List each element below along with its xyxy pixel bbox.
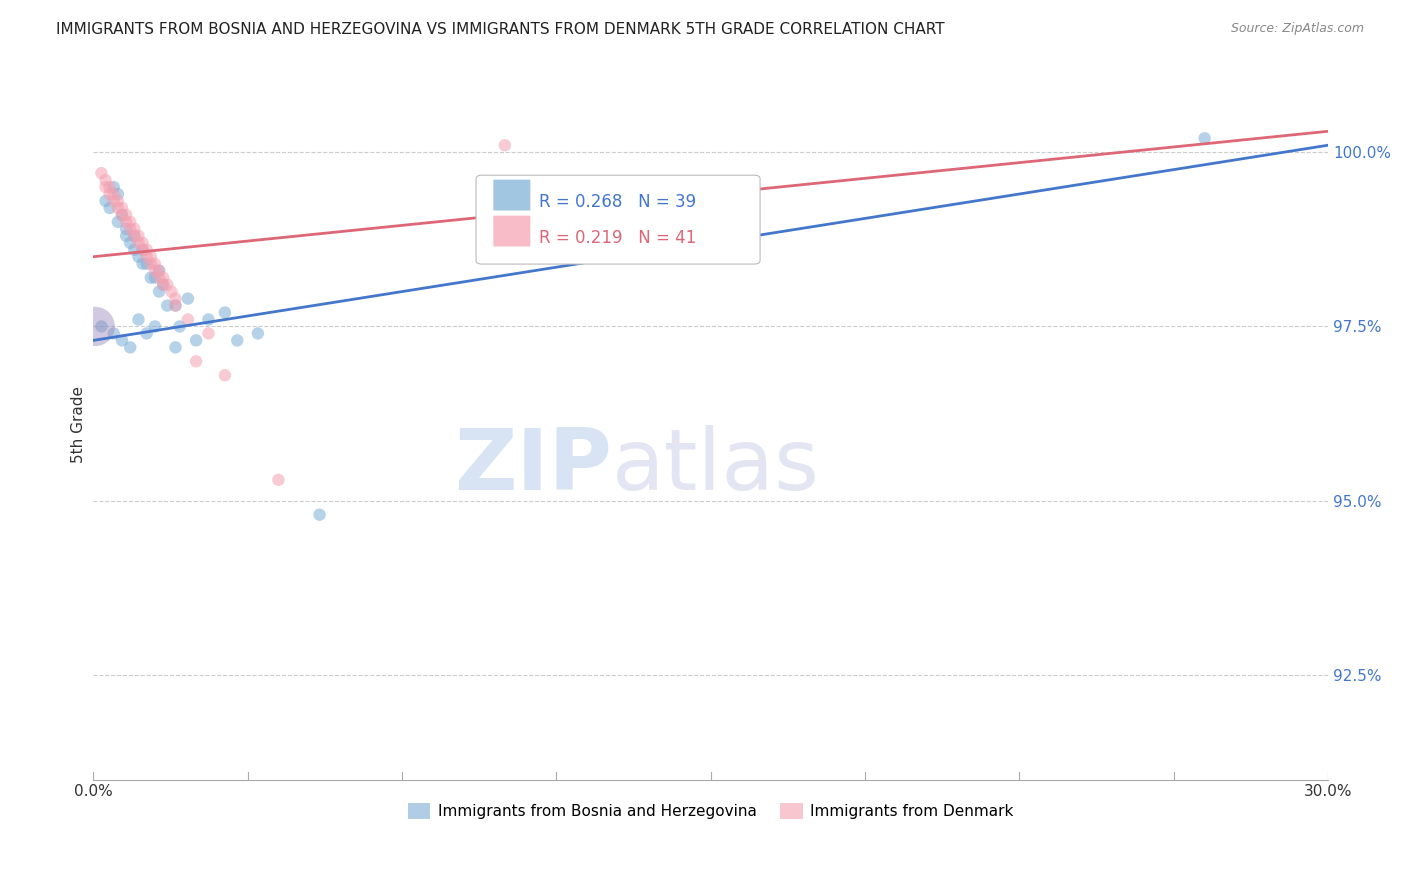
Point — [115, 228, 138, 243]
Point — [127, 312, 149, 326]
Point — [139, 250, 162, 264]
Point — [156, 299, 179, 313]
Point — [94, 173, 117, 187]
Point — [103, 326, 125, 341]
Point — [98, 180, 121, 194]
Point — [135, 250, 157, 264]
Text: Source: ZipAtlas.com: Source: ZipAtlas.com — [1230, 22, 1364, 36]
Point — [103, 180, 125, 194]
Point — [107, 186, 129, 201]
Point — [152, 270, 174, 285]
Point — [246, 326, 269, 341]
Point — [135, 257, 157, 271]
Point — [98, 186, 121, 201]
Point — [124, 222, 146, 236]
Point — [143, 263, 166, 277]
Point — [98, 201, 121, 215]
Point — [120, 235, 142, 250]
Point — [127, 250, 149, 264]
Point — [127, 235, 149, 250]
Point — [165, 340, 187, 354]
Point — [131, 243, 153, 257]
Point — [152, 277, 174, 292]
Point — [131, 257, 153, 271]
Point — [148, 270, 170, 285]
Point — [111, 334, 134, 348]
Point — [494, 138, 516, 153]
Point — [152, 277, 174, 292]
Point — [94, 194, 117, 208]
Point — [148, 285, 170, 299]
Point — [177, 292, 200, 306]
Point — [131, 235, 153, 250]
Point — [160, 285, 183, 299]
Point — [131, 243, 153, 257]
Point — [127, 228, 149, 243]
Point — [84, 319, 107, 334]
Point — [165, 299, 187, 313]
Point — [115, 222, 138, 236]
Point — [143, 319, 166, 334]
Point — [148, 263, 170, 277]
Point — [94, 180, 117, 194]
Point — [111, 208, 134, 222]
Point — [139, 270, 162, 285]
Text: ZIP: ZIP — [454, 425, 612, 508]
Point — [267, 473, 290, 487]
Text: IMMIGRANTS FROM BOSNIA AND HERZEGOVINA VS IMMIGRANTS FROM DENMARK 5TH GRADE CORR: IMMIGRANTS FROM BOSNIA AND HERZEGOVINA V… — [56, 22, 945, 37]
Point — [226, 334, 249, 348]
Point — [120, 215, 142, 229]
Legend: Immigrants from Bosnia and Herzegovina, Immigrants from Denmark: Immigrants from Bosnia and Herzegovina, … — [401, 797, 1019, 825]
Text: atlas: atlas — [612, 425, 820, 508]
Point — [103, 194, 125, 208]
Point — [308, 508, 330, 522]
Point — [214, 305, 236, 319]
Text: R = 0.219   N = 41: R = 0.219 N = 41 — [538, 228, 696, 246]
Point — [124, 228, 146, 243]
FancyBboxPatch shape — [494, 216, 530, 246]
Point — [124, 243, 146, 257]
Point — [90, 319, 112, 334]
Point — [143, 270, 166, 285]
Text: R = 0.268   N = 39: R = 0.268 N = 39 — [538, 193, 696, 211]
FancyBboxPatch shape — [477, 175, 761, 264]
Point — [135, 326, 157, 341]
Point — [115, 215, 138, 229]
Point — [169, 319, 191, 334]
FancyBboxPatch shape — [494, 179, 530, 211]
Point — [184, 354, 207, 368]
Point — [177, 312, 200, 326]
Point — [139, 257, 162, 271]
Point — [120, 222, 142, 236]
Point — [156, 277, 179, 292]
Point — [115, 208, 138, 222]
Point — [197, 326, 219, 341]
Y-axis label: 5th Grade: 5th Grade — [72, 385, 86, 463]
Point — [111, 201, 134, 215]
Point — [111, 208, 134, 222]
Point — [124, 228, 146, 243]
Point — [148, 263, 170, 277]
Point — [143, 257, 166, 271]
Point — [1194, 131, 1216, 145]
Point — [107, 194, 129, 208]
Point — [135, 243, 157, 257]
Point — [197, 312, 219, 326]
Point — [120, 340, 142, 354]
Point — [103, 186, 125, 201]
Point — [90, 166, 112, 180]
Point — [214, 368, 236, 383]
Point — [107, 215, 129, 229]
Point — [165, 299, 187, 313]
Point — [165, 292, 187, 306]
Point — [107, 201, 129, 215]
Point — [184, 334, 207, 348]
